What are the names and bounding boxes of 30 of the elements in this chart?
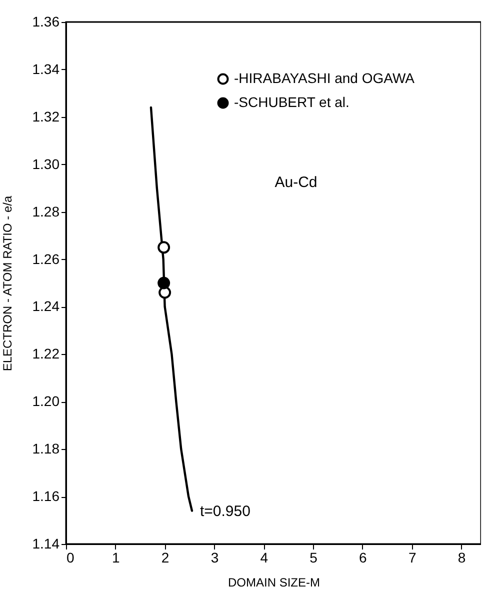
- x-axis-title: DOMAIN SIZE-M: [228, 576, 320, 590]
- x-tick-label: 8: [458, 550, 466, 566]
- x-tick-label: 2: [161, 550, 170, 566]
- y-axis-title: ELECTRON - ATOM RATIO - e/a: [0, 195, 14, 372]
- x-tick-label: 5: [310, 550, 318, 566]
- y-tick-label: 1.22: [32, 346, 60, 362]
- y-tick-label: 1.36: [32, 14, 60, 30]
- legend-label: -HIRABAYASHI and OGAWA: [234, 70, 416, 86]
- line-series: [150, 106, 194, 512]
- x-tick-label: 0: [66, 550, 74, 566]
- y-tick-label: 1.18: [32, 440, 60, 457]
- y-tick-label: 1.16: [32, 488, 60, 504]
- y-tick-label: 1.26: [32, 250, 60, 267]
- x-tick-label: 1: [112, 550, 120, 566]
- x-tick-label: 7: [408, 550, 416, 566]
- y-tick-label: 1.14: [32, 536, 60, 552]
- x-tick-label: 6: [359, 550, 368, 566]
- annotation: t=0.950: [200, 502, 250, 520]
- y-tick-label: 1.20: [32, 393, 60, 410]
- y-tick-label: 1.30: [32, 156, 60, 172]
- x-tick-label: 4: [260, 550, 268, 566]
- point: [158, 276, 170, 290]
- point: [158, 241, 170, 254]
- y-tick-label: 1.34: [32, 60, 60, 77]
- y-tick-label: 1.28: [32, 203, 60, 220]
- annotation: Au-Cd: [274, 174, 318, 191]
- x-tick-label: 3: [210, 550, 219, 566]
- legend-label: -SCHUBERT et al.: [234, 94, 350, 110]
- y-tick-label: 1.32: [32, 108, 60, 124]
- y-tick-label: 1.24: [32, 298, 60, 314]
